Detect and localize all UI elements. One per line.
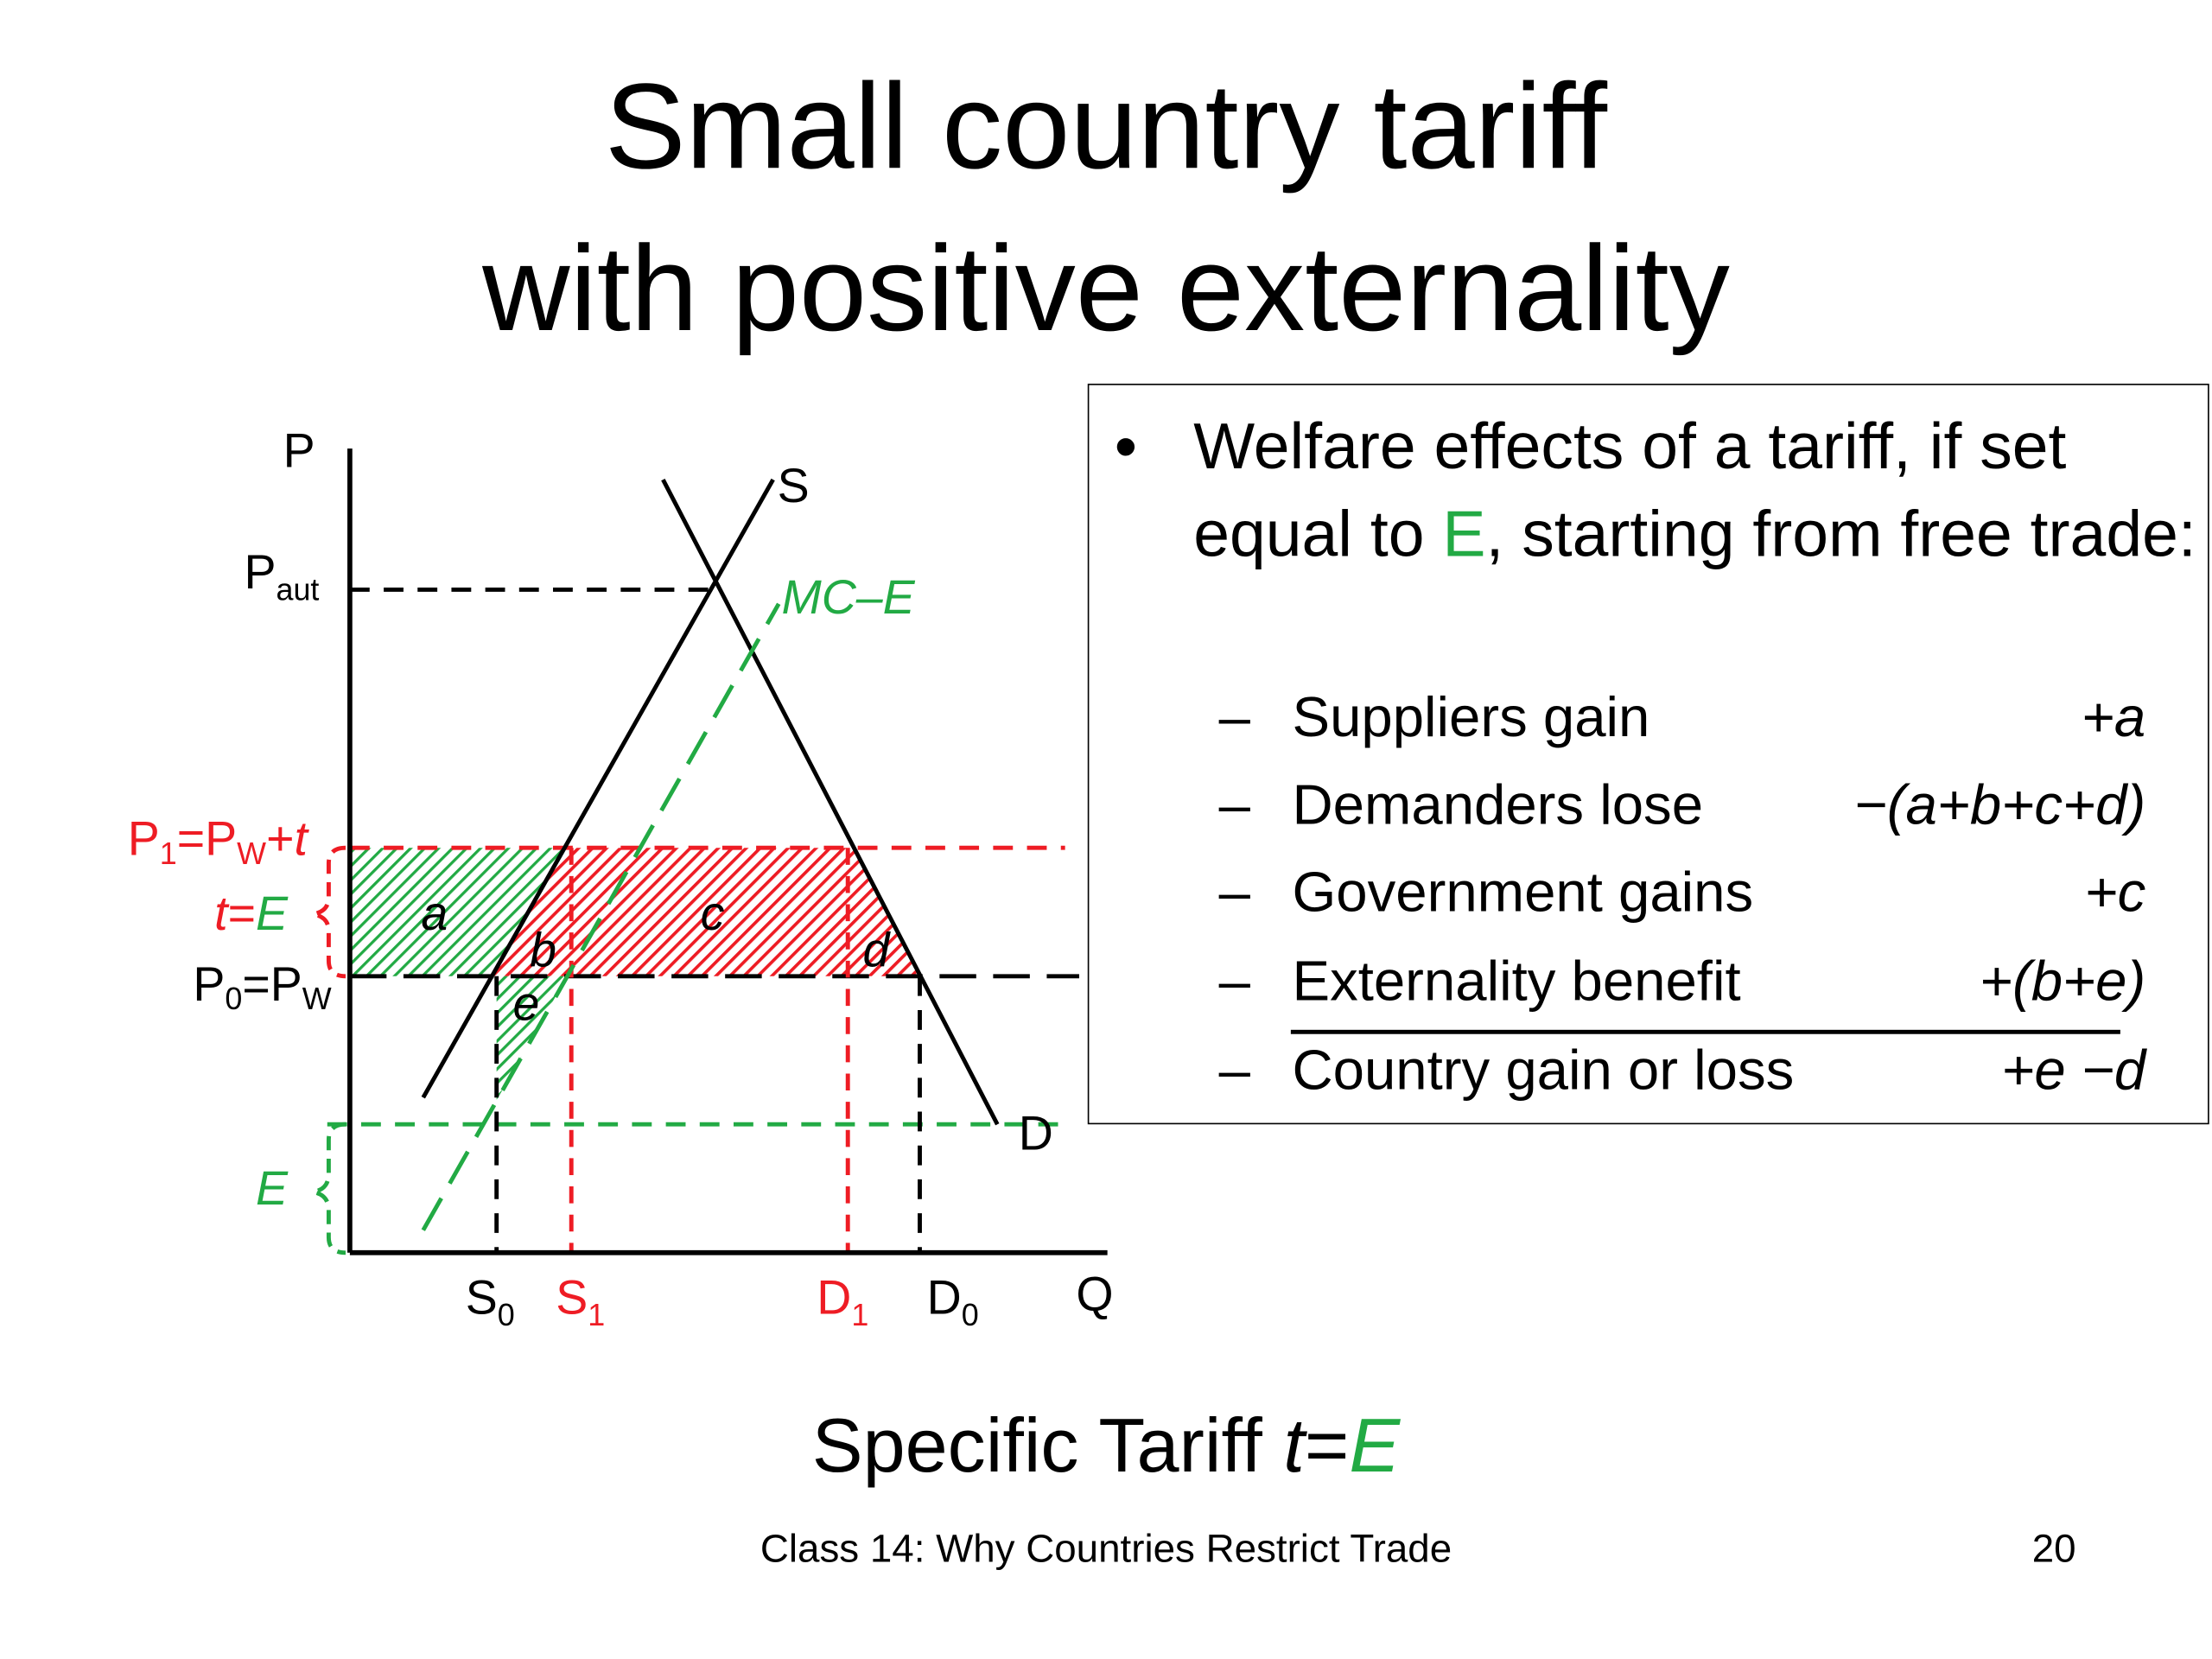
d0-label: D0 — [927, 1270, 979, 1332]
area-label: d — [862, 923, 891, 976]
q-axis-label: Q — [1076, 1268, 1113, 1321]
footer-text: Class 14: Why Countries Restrict Trade — [760, 1526, 1452, 1571]
title-line: with positive externality — [482, 221, 1730, 358]
caption: Specific Tariff t=E — [811, 1403, 1401, 1489]
dash: – — [1218, 774, 1250, 837]
effect-item: – Externality benefit +(b+e) — [1218, 939, 2146, 1024]
s1-label: S1 — [556, 1270, 605, 1332]
bracket-e — [312, 1122, 346, 1255]
area-a — [349, 848, 565, 976]
page-number: 20 — [2031, 1526, 2076, 1571]
effect-item: – Demanders lose −(a+b+c+d) — [1218, 763, 2146, 848]
area-bcd — [492, 848, 918, 976]
bullet-mark: • — [1114, 409, 1138, 483]
demand-label: D — [1019, 1107, 1053, 1160]
effect-value: +a — [2081, 687, 2146, 749]
demand-curve — [661, 478, 1000, 1126]
area-label: e — [513, 976, 540, 1030]
effect-item: – Country gain or loss +e −d — [1218, 1028, 2146, 1113]
area-label: c — [701, 887, 725, 940]
area-label: a — [421, 887, 448, 940]
effect-item: – Suppliers gain +a — [1218, 676, 2146, 760]
dash: – — [1218, 1039, 1250, 1103]
effect-value: +c — [2084, 861, 2146, 925]
p-aut-label: Paut — [244, 545, 319, 607]
e-label: E — [256, 1161, 289, 1215]
dash: – — [1218, 687, 1250, 749]
effect-label: Country gain or loss — [1292, 1039, 1795, 1103]
sum-rule — [1290, 1029, 2120, 1034]
effect-value: +e −d — [2001, 1039, 2146, 1103]
p-axis-label: P — [283, 423, 315, 477]
effect-value: −(a+b+c+d) — [1853, 774, 2146, 837]
supply-label: S — [778, 459, 810, 512]
t-equals-e-label: t=E — [214, 887, 289, 940]
effect-label: Suppliers gain — [1292, 687, 1650, 749]
bullet-text: Welfare effects of a tariff, if set equa… — [1193, 409, 2196, 570]
bracket-t — [312, 845, 346, 979]
p0-label: P0=PW — [193, 957, 331, 1017]
effect-label: Externality benefit — [1292, 950, 1741, 1014]
p1-label: P1=PW+t — [128, 811, 310, 871]
effect-item: – Government gains +c — [1218, 850, 2146, 935]
dash: – — [1218, 861, 1250, 925]
effects-panel: • Welfare effects of a tariff, if set eq… — [1087, 384, 2209, 1125]
area-label: b — [530, 923, 556, 976]
dash: – — [1218, 950, 1250, 1014]
mc-e-label: MC–E — [781, 570, 915, 624]
d1-label: D1 — [817, 1270, 868, 1332]
effect-value: +(b+e) — [1979, 950, 2146, 1014]
effect-label: Demanders lose — [1292, 774, 1704, 837]
supply-curve — [421, 478, 775, 1099]
title-line: Small country tariff — [604, 59, 1608, 195]
effect-label: Government gains — [1292, 861, 1754, 925]
mc-e-curve — [421, 602, 781, 1231]
s0-label: S0 — [466, 1270, 515, 1332]
